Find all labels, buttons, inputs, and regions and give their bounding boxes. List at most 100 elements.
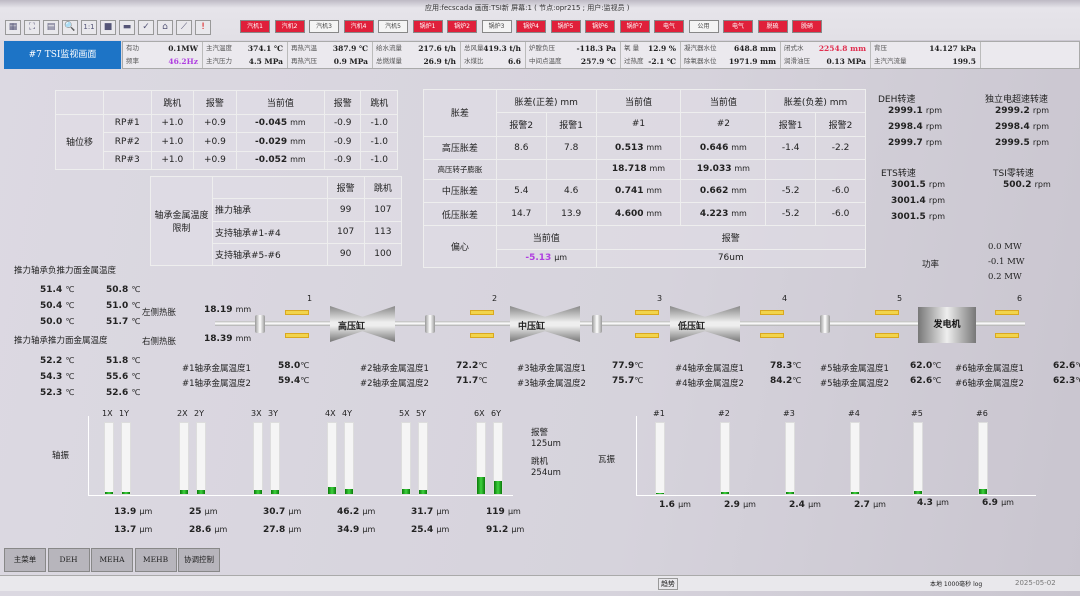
bottom-button[interactable]: 协调控制: [178, 548, 220, 572]
cell: -0.9: [323, 132, 362, 152]
grid-icon[interactable]: ▦: [5, 20, 21, 35]
vibration-value: 25 µm: [189, 507, 218, 517]
speed-value: 2999.1 rpm: [888, 106, 942, 116]
value: 2.4: [789, 500, 805, 510]
bearing-icon[interactable]: [995, 333, 1019, 338]
bearing-icon[interactable]: [875, 333, 899, 338]
cell: 中压胀差: [423, 178, 497, 204]
bearing-icon[interactable]: [635, 333, 659, 338]
header: 跳机: [363, 175, 403, 200]
nav-button[interactable]: 电气: [654, 20, 684, 33]
info-value: 6.6: [507, 57, 521, 66]
minus-icon[interactable]: ▬: [119, 20, 135, 35]
power-value: 0.0 MW: [988, 242, 1022, 252]
bottom-button[interactable]: MEHA: [91, 548, 133, 572]
unit: ℃: [932, 361, 942, 370]
value: 51.8: [106, 356, 129, 366]
fullscreen-icon[interactable]: ⛶: [24, 20, 40, 35]
nav-button[interactable]: 脱硝: [792, 20, 822, 33]
value: 31.7: [411, 507, 434, 517]
nav-button[interactable]: 锅炉1: [412, 20, 443, 33]
header: 报警1: [765, 112, 817, 137]
nav-button[interactable]: 脱硫: [757, 20, 788, 33]
bearing-icon[interactable]: [995, 310, 1019, 315]
nav-button[interactable]: 汽机5: [378, 20, 408, 33]
unit: mm: [290, 118, 306, 128]
bearing-icon[interactable]: [285, 310, 309, 315]
bottom-button[interactable]: DEH: [47, 548, 90, 572]
value: 71.7: [456, 376, 479, 386]
thrust-temp: 52.3 ℃: [40, 388, 74, 398]
probe-label: 5X: [399, 409, 410, 418]
bearing-icon[interactable]: [285, 333, 309, 338]
cell: 胀差 胀差(正差) mm 当前值 当前值 胀差(负差) mm: [423, 88, 866, 137]
value: 75.7: [612, 376, 635, 386]
nav-button[interactable]: 电气: [723, 20, 753, 33]
unit: µm: [808, 500, 821, 509]
nav-button[interactable]: 锅炉6: [585, 20, 615, 33]
bar-fill: [328, 487, 336, 494]
alarm-value: 125um: [531, 439, 561, 449]
bearing-icon[interactable]: [760, 310, 784, 315]
bearing-temp-label: #1轴承金属温度1: [182, 364, 251, 374]
info-value: 26.9 t/h: [423, 57, 456, 66]
alarm-icon[interactable]: !: [195, 20, 211, 35]
trend-button[interactable]: 趋势: [658, 578, 678, 590]
trip-value: 254um: [531, 468, 561, 478]
value: 1.6: [659, 500, 675, 510]
value: 18.39: [204, 334, 233, 344]
vibration-value: 34.9 µm: [337, 525, 375, 535]
speed-title: TSI零转速: [993, 169, 1034, 179]
trend-icon[interactable]: ⟋: [176, 20, 192, 35]
nav-button[interactable]: 锅炉5: [550, 20, 581, 33]
bottom-button[interactable]: 主菜单: [4, 548, 46, 572]
value: 18.19: [204, 305, 233, 315]
vibration-bar-4Y: [344, 422, 354, 495]
casing-generator[interactable]: 发电机: [918, 307, 976, 343]
save-icon[interactable]: ■: [100, 20, 116, 35]
unit: µm: [936, 498, 949, 507]
bearing-temp-limit-table: 轴承金属温度限制 报警 跳机 推力轴承 99 107 支持轴承#1-#4 107 113 支持轴…: [150, 175, 403, 267]
nav-button[interactable]: 汽机1: [240, 20, 270, 33]
nav-button[interactable]: 汽机4: [343, 20, 374, 33]
bearing-temp-label: #4轴承金属温度2: [675, 379, 744, 389]
home-icon[interactable]: ⌂: [157, 20, 173, 35]
bearing-icon[interactable]: [470, 333, 494, 338]
nav-button[interactable]: 汽机2: [274, 20, 305, 33]
bearing-icon[interactable]: [875, 310, 899, 315]
value: 30.7: [263, 507, 286, 517]
cell: 轴承金属温度限制 报警 跳机 推力轴承 99 107 支持轴承#1-#4 107 113 支持轴…: [150, 175, 403, 267]
info-cell: 背压 14.127 kPa: [871, 42, 981, 55]
nav-button[interactable]: 公用: [688, 20, 719, 33]
value: 62.0: [910, 361, 933, 371]
nav-button[interactable]: 汽机3: [309, 20, 339, 33]
unit: mm: [649, 164, 666, 174]
bottom-button[interactable]: MEHB: [134, 548, 177, 572]
current-value: 0.741 mm: [595, 178, 682, 204]
value: 84.2: [770, 376, 793, 386]
casing-label: 低压缸: [678, 322, 706, 332]
header: 胀差(正差) mm: [495, 88, 597, 114]
check-icon[interactable]: ✓: [138, 20, 154, 35]
value: 78.3: [770, 361, 793, 371]
zoom-in-icon[interactable]: 🔍: [62, 20, 78, 35]
cell: 8.6: [495, 135, 547, 160]
nav-button[interactable]: 锅炉4: [516, 20, 546, 33]
print-icon[interactable]: ▤: [43, 20, 59, 35]
bearing-icon[interactable]: [470, 310, 494, 315]
value: 54.3: [40, 372, 63, 382]
actual-size-icon[interactable]: 1:1: [81, 20, 97, 35]
info-label: 凝汽器水位: [684, 44, 717, 52]
value: 58.0: [278, 361, 301, 371]
nav-button[interactable]: 锅炉2: [447, 20, 477, 33]
nav-button[interactable]: 锅炉3: [481, 20, 512, 33]
cell: 胀差 胀差(正差) mm 当前值 当前值 胀差(负差) mm 报警2 报警1 #1 #2 报警1…: [423, 88, 867, 269]
info-value: 2254.8 mm: [818, 44, 866, 53]
value: 0.741: [615, 185, 644, 196]
coupling-icon: [820, 315, 830, 333]
bearing-icon[interactable]: [635, 310, 659, 315]
bearing-vib-bar: [850, 422, 860, 495]
cell: -1.0: [360, 150, 398, 170]
bearing-icon[interactable]: [760, 333, 784, 338]
nav-button[interactable]: 锅炉7: [619, 20, 650, 33]
